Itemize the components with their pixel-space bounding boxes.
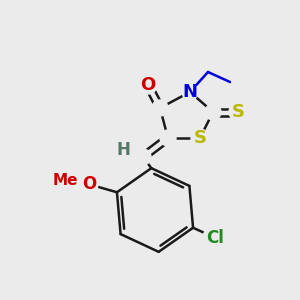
Text: S: S	[232, 103, 244, 121]
Text: Me: Me	[52, 173, 78, 188]
Text: H: H	[116, 141, 130, 159]
Circle shape	[203, 226, 227, 250]
Circle shape	[205, 104, 221, 120]
Circle shape	[160, 130, 176, 146]
Text: Cl: Cl	[206, 229, 224, 247]
Circle shape	[229, 103, 247, 121]
Circle shape	[152, 100, 168, 116]
Circle shape	[115, 142, 131, 158]
Circle shape	[182, 84, 198, 100]
Circle shape	[135, 149, 151, 165]
Text: S: S	[194, 129, 206, 147]
Circle shape	[139, 76, 157, 94]
Text: O: O	[82, 175, 96, 193]
Text: N: N	[182, 83, 197, 101]
Circle shape	[53, 168, 77, 192]
Text: O: O	[140, 76, 156, 94]
Circle shape	[80, 175, 98, 193]
Circle shape	[191, 129, 209, 147]
